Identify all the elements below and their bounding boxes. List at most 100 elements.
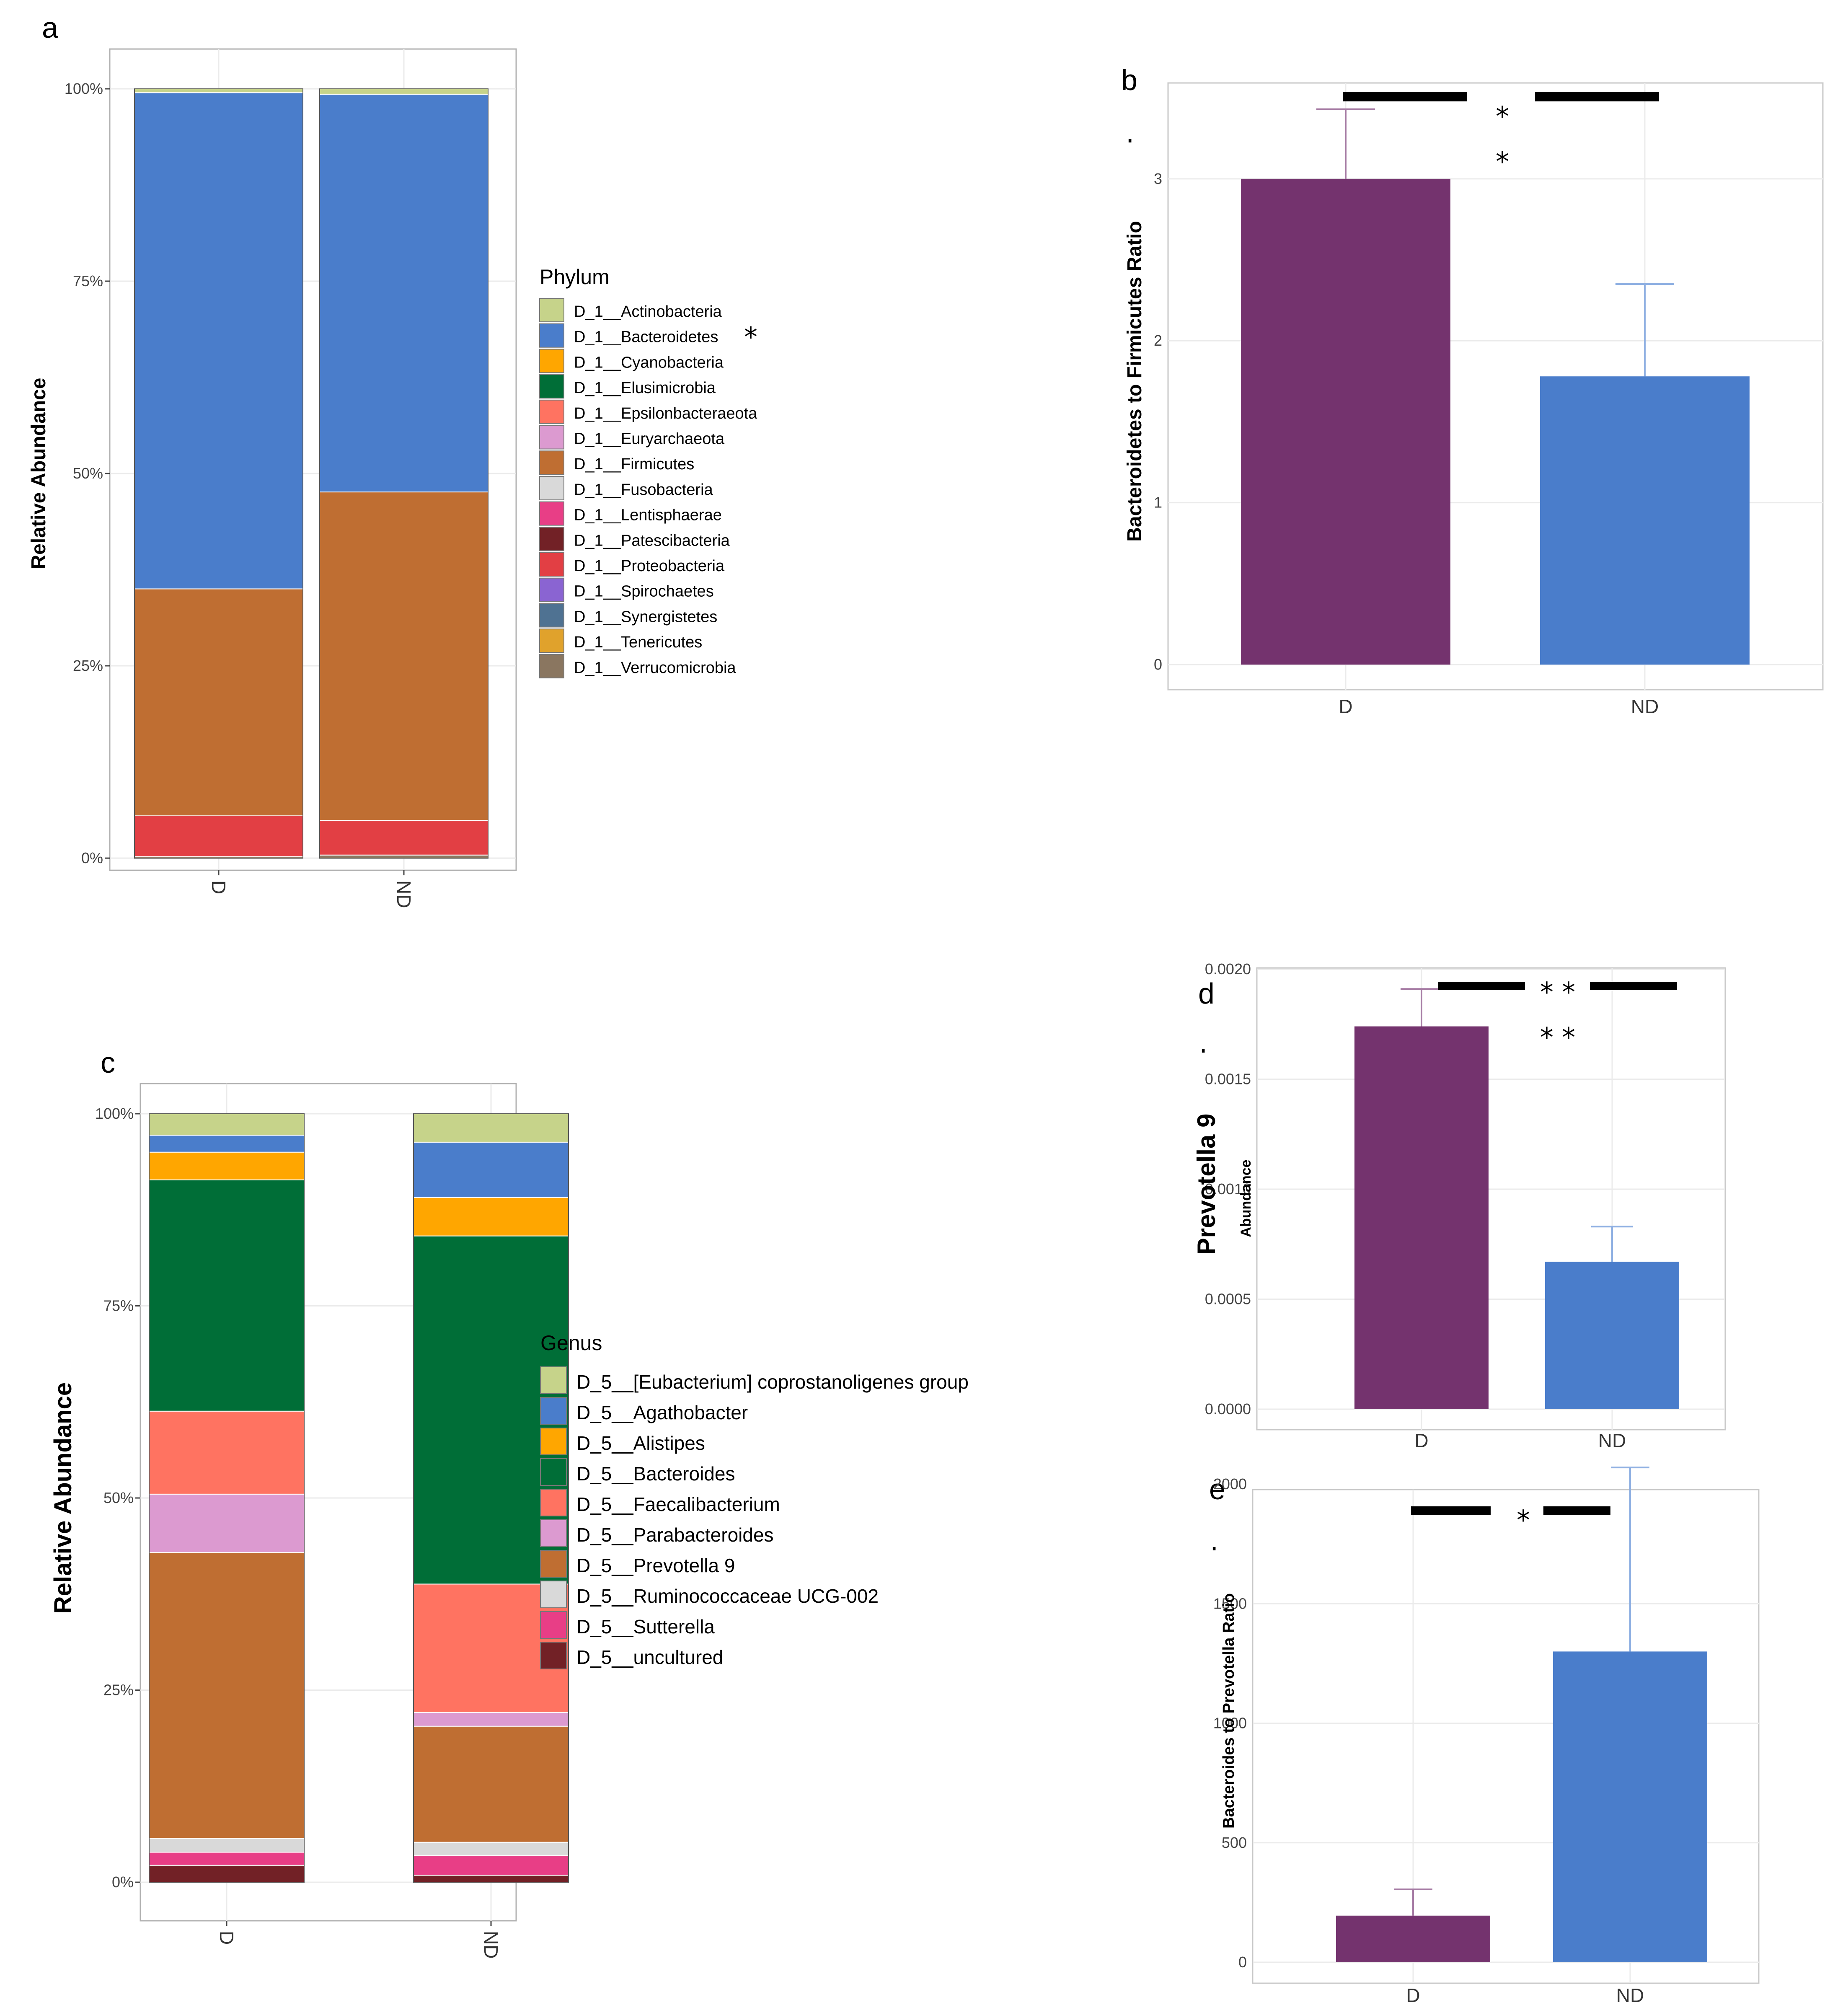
y-tick-label: 1 [1154, 494, 1162, 511]
y-tick-label: 0.0000 [1205, 1400, 1251, 1418]
panel-dot: . [1210, 1526, 1218, 1557]
bar-segment [319, 492, 488, 821]
legend-key [540, 1642, 567, 1669]
y-tick-label: 0.0015 [1205, 1071, 1251, 1088]
legend-label: D_5__Parabacteroides [576, 1524, 774, 1546]
legend-title: Genus [540, 1331, 602, 1355]
bar [1553, 1651, 1707, 1962]
y-tick-label: 500 [1222, 1834, 1247, 1851]
bar-outline [149, 1113, 305, 1883]
y-axis-title: Relative Abundance [49, 1382, 77, 1614]
legend-label: D_1__Actinobacteria [574, 303, 722, 321]
legend-label: D_1__Euryarchaeota [574, 430, 725, 448]
significance-bracket [1543, 1506, 1610, 1515]
significance-marker: * [1517, 1505, 1530, 1536]
significance-marker: * * [1540, 1022, 1575, 1053]
bar-segment [149, 1865, 305, 1883]
panel-e: e 0 500 1000 1500 2000 Bacteroides to Prevotel… [1209, 1467, 1760, 2005]
legend-label: D_1__Lentisphaerae [574, 507, 722, 524]
legend-key [539, 349, 564, 373]
legend-key [540, 1428, 567, 1455]
bar [1336, 1915, 1490, 1962]
legend-label: D_1__Epsilonbacteraeota [574, 405, 757, 422]
bar-segment [149, 1179, 305, 1412]
bar-segment [319, 88, 488, 95]
legend-key [540, 1397, 567, 1425]
x-category-label: D [208, 880, 230, 894]
y-axis-title: Relative Abundance [28, 378, 50, 569]
y-tick-label: 0% [81, 849, 103, 867]
bar [1545, 1262, 1679, 1409]
panel-label: c [101, 1046, 115, 1079]
y-tick-label: 0.0010 [1205, 1180, 1251, 1198]
legend-label: D_1__Spirochaetes [574, 583, 714, 600]
legend-key [539, 577, 564, 602]
bar-outline [319, 88, 488, 859]
significance-marker: * [744, 322, 757, 353]
x-category-label: D [1406, 1984, 1420, 2005]
legend-key [539, 298, 564, 322]
legend-key [539, 399, 564, 424]
y-tick-label: 1000 [1213, 1715, 1247, 1732]
legend-label: D_1__Verrucomicrobia [574, 659, 736, 677]
legend-label: D_1__Firmicutes [574, 455, 694, 473]
legend-key [539, 501, 564, 526]
bar-outline [134, 88, 303, 859]
panel-label: a [42, 11, 58, 44]
y-tick-label: 1500 [1213, 1595, 1247, 1612]
panel-label: b [1121, 64, 1137, 96]
bar-segment [149, 1838, 305, 1853]
panel-dot: . [1126, 118, 1134, 149]
legend-key [539, 552, 564, 577]
panel-d: d 0.0000 0.0005 0.0010 0.0015 0.0020 Abundance… [1192, 960, 1726, 1451]
legend-label: D_1__Proteobacteria [574, 557, 725, 575]
bar-segment [149, 1151, 305, 1180]
y-tick-label: 0% [112, 1873, 134, 1891]
legend-key [540, 1366, 567, 1394]
y-tick-label: 2 [1154, 332, 1162, 349]
significance-bracket [1343, 92, 1467, 101]
bar-segment [319, 93, 488, 493]
y-tick-label: 75% [73, 272, 103, 290]
bar-segment [413, 1842, 569, 1856]
legend-label: D_1__Bacteroidetes [574, 329, 718, 346]
panel-b: b 0 1 2 3 Bacteroidetes to Firmicutes Ratio D N… [1121, 64, 1824, 717]
legend-label: D_5__Agathobacter [576, 1402, 748, 1423]
x-category-label: D [1339, 696, 1352, 717]
significance-bracket [1590, 982, 1677, 990]
y-tick-label: 75% [103, 1297, 134, 1314]
legend-key [540, 1581, 567, 1608]
legend-key [540, 1458, 567, 1486]
bar-segment [134, 92, 303, 590]
panel-a: a 0% 25% 50% 75% 100% Relative Abundance D ND Phy… [28, 11, 757, 908]
legend-label: D_5__Sutterella [576, 1616, 715, 1638]
bar-segment [413, 1113, 569, 1143]
bar [1540, 376, 1750, 665]
x-category-label: D [216, 1931, 238, 1945]
bar-segment [134, 815, 303, 857]
bar-segment [149, 1113, 305, 1136]
bar-segment [413, 1141, 569, 1198]
panel-c: c 0% 25% 50% 75% 100% Relative Abundance D ND Gen… [49, 1046, 969, 1958]
y-tick-label: 0.0020 [1205, 960, 1251, 978]
legend-title: Phylum [540, 265, 610, 289]
legend-key [540, 1611, 567, 1639]
bar-segment [413, 1855, 569, 1876]
legend-label: D_5__Faecalibacterium [576, 1493, 780, 1515]
significance-bracket [1411, 1506, 1491, 1515]
legend-key [540, 1550, 567, 1578]
y-tick-label: 0 [1238, 1953, 1247, 1971]
bar [1241, 179, 1450, 665]
legend-key [539, 425, 564, 450]
legend-label: D_1__Elusimicrobia [574, 379, 716, 397]
legend-label: D_1__Patescibacteria [574, 532, 730, 549]
significance-bracket [1535, 92, 1659, 101]
legend-label: D_1__Cyanobacteria [574, 354, 724, 371]
bar-segment [134, 588, 303, 817]
legend-label: D_5__Prevotella 9 [576, 1555, 735, 1576]
bar-segment [413, 1875, 569, 1883]
bar-segment [413, 1726, 569, 1843]
y-axis-title: Abundance [1238, 1159, 1254, 1237]
significance-marker: * * [1540, 977, 1575, 1008]
